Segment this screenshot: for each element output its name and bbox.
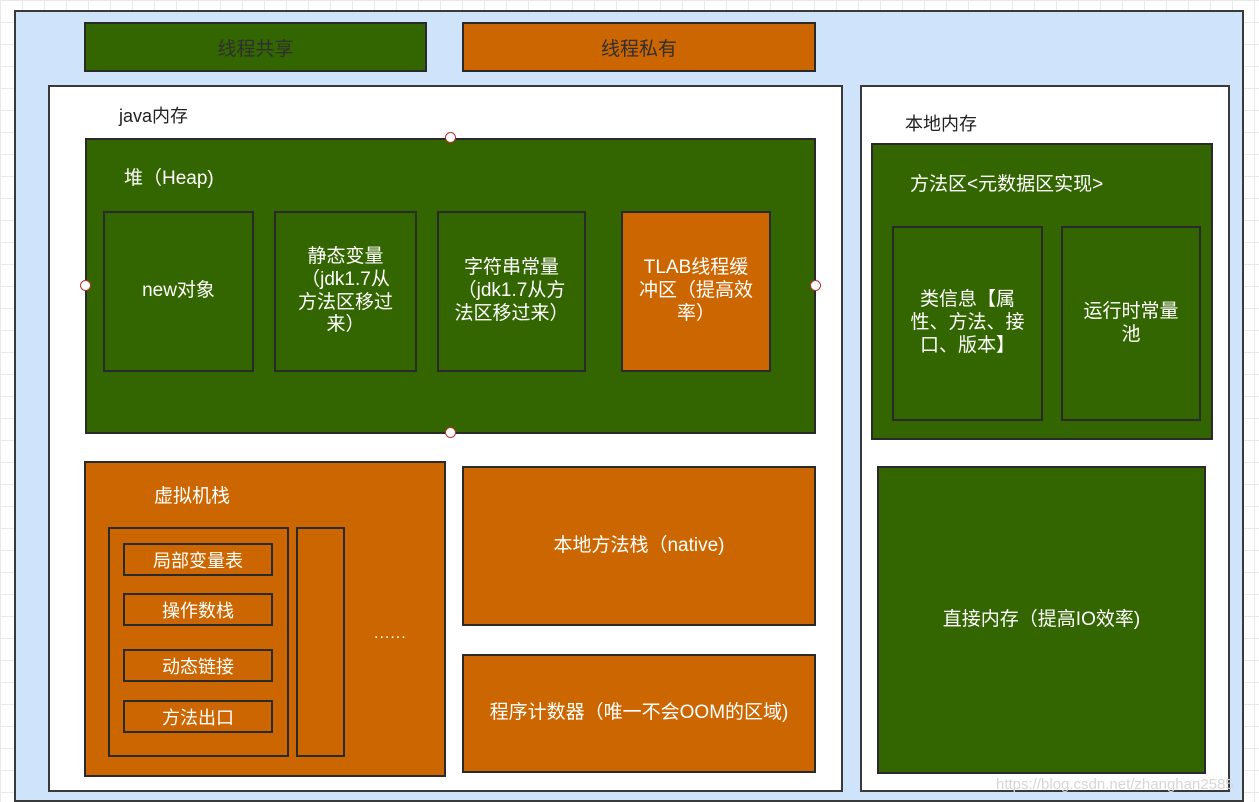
stack-frame — [108, 527, 289, 757]
direct-memory-label: 直接内存（提高IO效率) — [942, 608, 1141, 630]
vm-stack-title: 虚拟机栈 — [154, 486, 231, 507]
resize-handle-right[interactable] — [810, 280, 821, 291]
heap-item-label: 静态变量 （jdk1.7从 方法区移过 来） — [297, 245, 393, 336]
legend-shared-box: 线程共享 — [84, 22, 427, 72]
heap-item-new-object: new对象 — [103, 211, 254, 372]
heap-item-string-constants: 字符串常量 （jdk1.7从方 法区移过来） — [437, 211, 586, 372]
stack-frame-item: 动态链接 — [123, 649, 273, 682]
java-memory-label: java内存 — [119, 106, 189, 126]
pc-register-label: 程序计数器（唯一不会OOM的区域) — [489, 702, 789, 724]
legend-shared-label: 线程共享 — [217, 38, 294, 60]
pc-register-box: 程序计数器（唯一不会OOM的区域) — [462, 654, 816, 773]
legend-private-label: 线程私有 — [600, 38, 677, 60]
local-memory-label: 本地内存 — [905, 114, 977, 134]
class-info-box: 类信息【属 性、方法、接 口、版本】 — [892, 226, 1043, 421]
heap-item-static-vars: 静态变量 （jdk1.7从 方法区移过 来） — [274, 211, 417, 372]
heap-item-label: new对象 — [142, 280, 215, 302]
stack-frame-item-label: 操作数栈 — [162, 600, 234, 621]
native-stack-label: 本地方法栈（native) — [553, 534, 725, 556]
runtime-constant-pool-label: 运行时常量 池 — [1083, 300, 1179, 345]
stack-frame-next — [296, 527, 345, 757]
watermark-text: https://blog.csdn.net/zhanghan2585 — [996, 776, 1234, 793]
heap-title: 堆（Heap) — [124, 168, 214, 189]
stack-frame-item: 局部变量表 — [123, 543, 273, 576]
resize-handle-top[interactable] — [445, 132, 456, 143]
heap-item-label: 字符串常量 （jdk1.7从方 法区移过来） — [454, 257, 569, 324]
direct-memory-box: 直接内存（提高IO效率) — [877, 466, 1206, 774]
stack-frame-item-label: 方法出口 — [162, 707, 234, 728]
stack-frame-item: 操作数栈 — [123, 593, 273, 626]
heap-item-tlab: TLAB线程缓 冲区（提高效 率） — [621, 211, 771, 372]
resize-handle-bottom[interactable] — [445, 427, 456, 438]
stack-frame-item: 方法出口 — [123, 700, 273, 733]
runtime-constant-pool-box: 运行时常量 池 — [1061, 226, 1201, 421]
resize-handle-left[interactable] — [80, 280, 91, 291]
stack-ellipsis: ...... — [374, 625, 407, 642]
stack-frame-item-label: 局部变量表 — [153, 550, 243, 571]
method-area-title: 方法区<元数据区实现> — [910, 174, 1104, 195]
heap-item-label: TLAB线程缓 冲区（提高效 率） — [638, 257, 753, 324]
class-info-label: 类信息【属 性、方法、接 口、版本】 — [910, 289, 1025, 356]
stack-frame-item-label: 动态链接 — [162, 656, 234, 677]
legend-private-box: 线程私有 — [462, 22, 816, 72]
native-stack-box: 本地方法栈（native) — [462, 466, 816, 626]
